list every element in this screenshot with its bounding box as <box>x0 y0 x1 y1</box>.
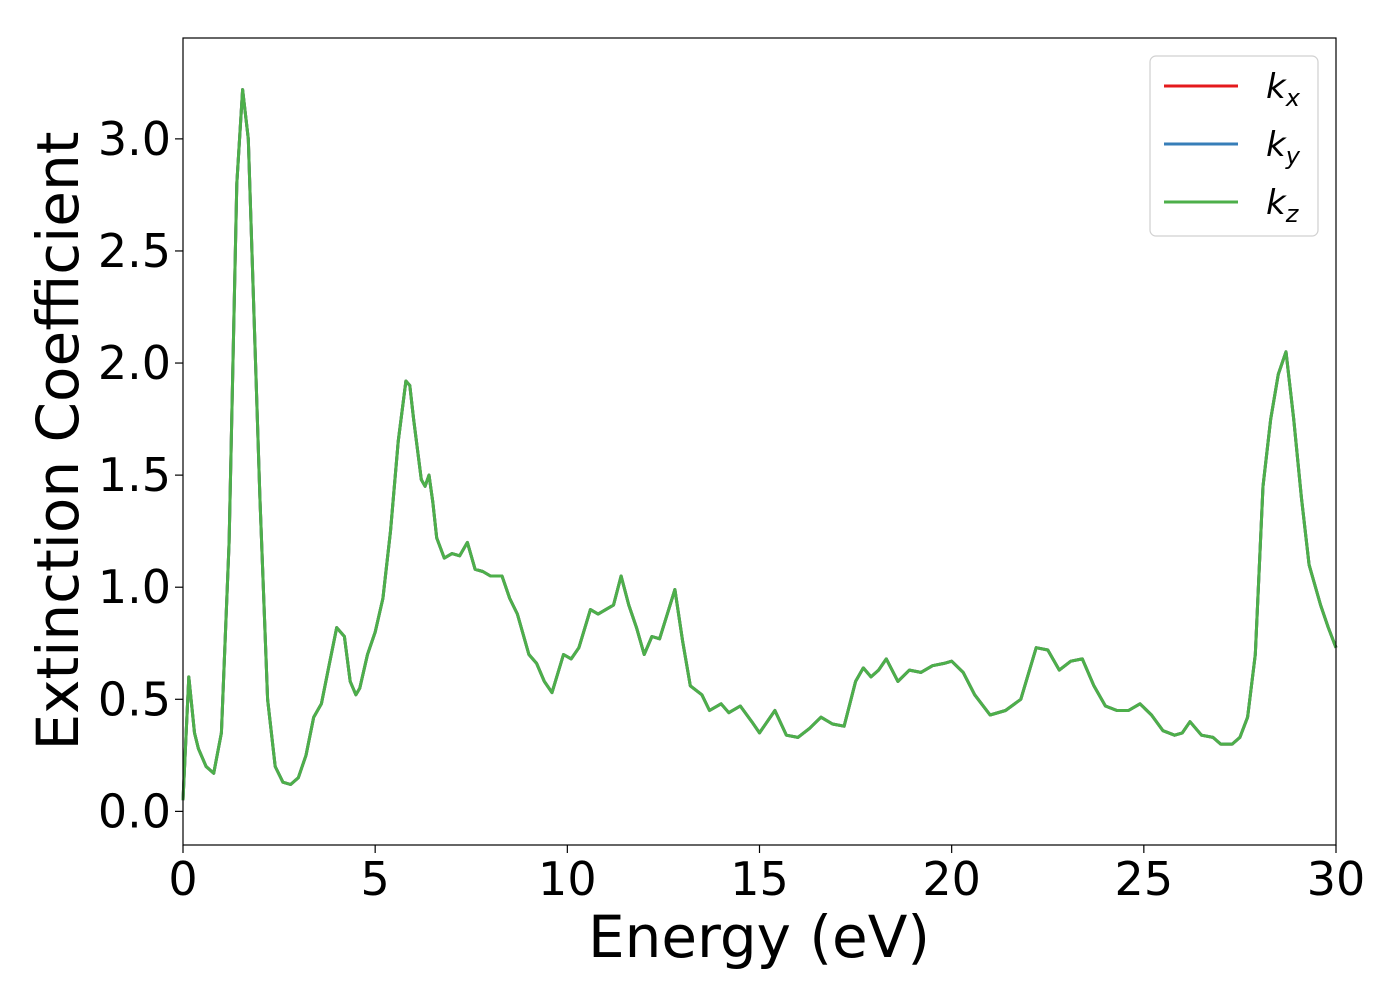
x-tick-label: 20 <box>922 852 981 906</box>
y-axis-ticks: 0.0 0.5 1.0 1.5 2.0 2.5 3.0 <box>98 112 183 838</box>
legend-label-base: k <box>1266 183 1287 223</box>
y-tick-label: 1.0 <box>98 560 171 614</box>
y-tick-label: 1.5 <box>98 448 171 502</box>
y-tick-label: 3.0 <box>98 112 171 166</box>
y-tick-label: 0.5 <box>98 672 171 726</box>
x-tick-label: 25 <box>1115 852 1174 906</box>
x-tick-label: 5 <box>361 852 390 906</box>
legend-label-subscript: x <box>1285 84 1301 112</box>
x-tick-label: 0 <box>168 852 197 906</box>
legend-label-base: k <box>1266 125 1287 165</box>
x-axis-label: Energy (eV) <box>588 903 930 971</box>
y-tick-label: 2.0 <box>98 336 171 390</box>
x-tick-label: 10 <box>538 852 597 906</box>
legend-label-subscript: y <box>1285 142 1301 170</box>
legend-label-ky: ky <box>1266 125 1301 170</box>
x-tick-label: 15 <box>730 852 789 906</box>
legend-label-kx: kx <box>1266 67 1301 112</box>
y-axis-label: Extinction Coefficient <box>24 132 92 751</box>
y-tick-label: 2.5 <box>98 224 171 278</box>
series-layer <box>181 88 1338 801</box>
series-line-kz <box>181 88 1338 801</box>
legend-label-kz: kz <box>1266 183 1300 228</box>
plot-background <box>183 38 1336 845</box>
legend-label-subscript: z <box>1285 200 1300 228</box>
legend-box <box>1149 55 1319 237</box>
x-tick-label: 30 <box>1307 852 1366 906</box>
x-axis-ticks: 0 5 10 15 20 25 30 <box>168 845 1365 906</box>
y-tick-label: 0.0 <box>98 784 171 838</box>
legend-label-base: k <box>1266 67 1287 107</box>
